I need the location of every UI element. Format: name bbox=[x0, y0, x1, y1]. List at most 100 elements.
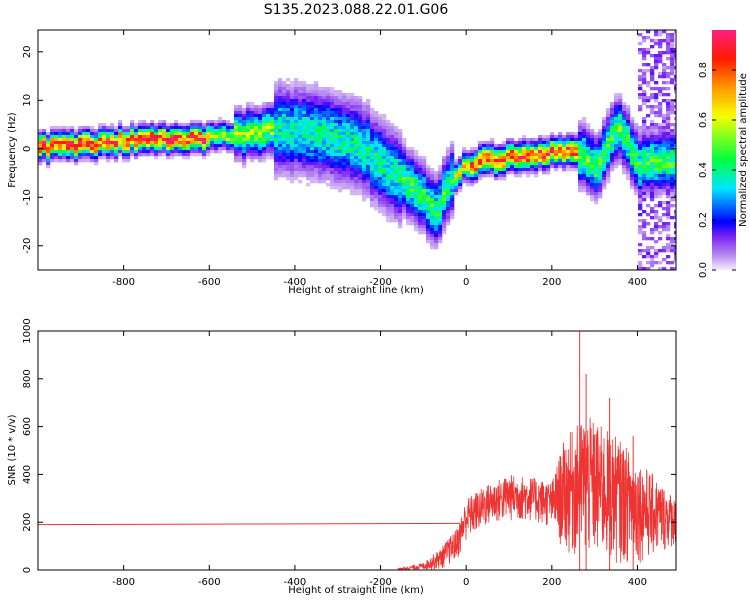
heatmap-cell bbox=[638, 192, 643, 196]
heatmap-cell bbox=[642, 78, 647, 82]
heatmap-cell bbox=[46, 141, 51, 145]
heatmap-cell bbox=[558, 150, 563, 154]
heatmap-cell bbox=[154, 123, 159, 127]
heatmap-cell bbox=[390, 165, 395, 169]
heatmap-cell bbox=[206, 138, 211, 142]
heatmap-cell bbox=[274, 96, 279, 100]
heatmap-cell bbox=[462, 174, 467, 178]
heatmap-cell bbox=[646, 186, 651, 190]
heatmap-cell bbox=[214, 150, 219, 154]
heatmap-cell bbox=[586, 174, 591, 178]
heatmap-cell bbox=[298, 159, 303, 163]
heatmap-cell bbox=[598, 165, 603, 169]
heatmap-cell bbox=[118, 144, 123, 148]
heatmap-cell bbox=[654, 189, 659, 193]
heatmap-cell bbox=[610, 162, 615, 166]
heatmap-cell bbox=[638, 144, 643, 148]
heatmap-cell bbox=[294, 174, 299, 178]
heatmap-cell bbox=[38, 132, 43, 136]
heatmap-cell bbox=[562, 162, 567, 166]
heatmap-cell bbox=[642, 120, 647, 124]
heatmap-cell bbox=[406, 195, 411, 199]
heatmap-cell bbox=[654, 210, 659, 214]
heatmap-cell bbox=[486, 147, 491, 151]
heatmap-cell bbox=[382, 153, 387, 157]
heatmap-cell bbox=[370, 165, 375, 169]
heatmap-cell bbox=[442, 198, 447, 202]
heatmap-cell bbox=[438, 216, 443, 220]
snr-xlabel: Height of straight line (km) bbox=[288, 585, 424, 596]
heatmap-cell bbox=[486, 168, 491, 172]
heatmap-cell bbox=[654, 141, 659, 145]
heatmap-cell bbox=[330, 102, 335, 106]
heatmap-cell bbox=[510, 159, 515, 163]
colorbar-tick-label: 0.0 bbox=[698, 262, 709, 278]
heatmap-cell bbox=[634, 186, 639, 190]
heatmap-cell bbox=[50, 153, 55, 157]
heatmap-cell bbox=[642, 102, 647, 106]
heatmap-cell bbox=[582, 165, 587, 169]
heatmap-cell bbox=[362, 141, 367, 145]
heatmap-cell bbox=[114, 147, 119, 151]
heatmap-cell bbox=[418, 213, 423, 217]
heatmap-cell bbox=[338, 138, 343, 142]
heatmap-cell bbox=[350, 150, 355, 154]
heatmap-cell bbox=[650, 135, 655, 139]
heatmap-cell bbox=[494, 150, 499, 154]
heatmap-cell bbox=[514, 150, 519, 154]
heatmap-cell bbox=[662, 228, 667, 232]
heatmap-cell bbox=[414, 168, 419, 172]
heatmap-cell bbox=[142, 135, 147, 139]
heatmap-cell bbox=[654, 177, 659, 181]
heatmap-cell bbox=[510, 138, 515, 142]
heatmap-cell bbox=[370, 108, 375, 112]
heatmap-cell bbox=[302, 129, 307, 133]
snr-line bbox=[38, 331, 676, 570]
heatmap-cell bbox=[674, 54, 676, 58]
heatmap-cell bbox=[610, 117, 615, 121]
heatmap-cell bbox=[178, 147, 183, 151]
heatmap-cell bbox=[614, 150, 619, 154]
heatmap-cell bbox=[646, 105, 651, 109]
heatmap-cell bbox=[158, 129, 163, 133]
heatmap-cell bbox=[214, 147, 219, 151]
heatmap-cell bbox=[346, 102, 351, 106]
heatmap-cell bbox=[414, 198, 419, 202]
heatmap-cell bbox=[654, 261, 659, 265]
heatmap-cell bbox=[642, 174, 647, 178]
heatmap-cell bbox=[182, 156, 187, 160]
heatmap-cell bbox=[390, 153, 395, 157]
heatmap-cell bbox=[54, 129, 59, 133]
heatmap-cell bbox=[270, 129, 275, 133]
heatmap-cell bbox=[558, 162, 563, 166]
heatmap-cell bbox=[450, 186, 455, 190]
heatmap-cell bbox=[358, 108, 363, 112]
heatmap-cell bbox=[650, 165, 655, 169]
heatmap-cell bbox=[158, 120, 163, 124]
heatmap-cell bbox=[650, 54, 655, 58]
heatmap-cell bbox=[238, 120, 243, 124]
heatmap-cell bbox=[670, 150, 675, 154]
heatmap-cell bbox=[606, 162, 611, 166]
heatmap-cell bbox=[74, 156, 79, 160]
heatmap-cell bbox=[182, 123, 187, 127]
heatmap-cell bbox=[578, 168, 583, 172]
heatmap-cell bbox=[78, 132, 83, 136]
heatmap-cell bbox=[474, 162, 479, 166]
heatmap-cell bbox=[410, 216, 415, 220]
heatmap-cell bbox=[278, 90, 283, 94]
heatmap-cell bbox=[662, 177, 667, 181]
heatmap-cell bbox=[334, 93, 339, 97]
heatmap-cell bbox=[302, 96, 307, 100]
heatmap-cell bbox=[566, 138, 571, 142]
heatmap-cell bbox=[462, 159, 467, 163]
heatmap-cell bbox=[226, 120, 231, 124]
heatmap-cell bbox=[290, 105, 295, 109]
heatmap-cell bbox=[614, 120, 619, 124]
heatmap-cell bbox=[450, 165, 455, 169]
heatmap-cell bbox=[406, 174, 411, 178]
heatmap-cell bbox=[386, 171, 391, 175]
heatmap-cell bbox=[430, 210, 435, 214]
heatmap-cell bbox=[502, 171, 507, 175]
heatmap-cell bbox=[626, 129, 631, 133]
